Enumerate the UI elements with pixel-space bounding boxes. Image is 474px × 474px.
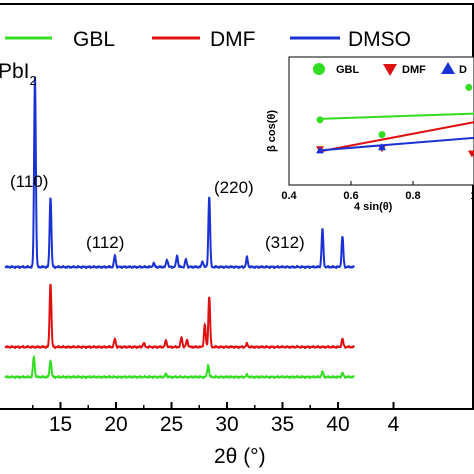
- inset-fit-line-dmso: [319, 136, 474, 152]
- legend-label-gbl: GBL: [73, 28, 115, 51]
- legend-label-dmso: DMSO: [348, 28, 411, 51]
- series-line-dmf: [4, 283, 355, 350]
- inset-legend-marker-gbl: [313, 63, 325, 75]
- inset-x-axis-label: 4 sin(θ): [354, 201, 393, 213]
- inset-y-axis-label: β cos(θ): [266, 110, 278, 152]
- inset-legend-label-dmso: D: [459, 64, 467, 76]
- inset-point-gbl: [378, 131, 386, 139]
- inset-x-tick-label: 0.6: [343, 190, 358, 202]
- annotation-pbi-text: PbI: [0, 60, 30, 83]
- series-line-dmso: [4, 76, 355, 270]
- x-tick-label: 4: [388, 413, 400, 436]
- inset-point-gbl: [465, 83, 473, 91]
- x-tick-label: 25: [160, 413, 183, 436]
- inset-point-gbl: [316, 116, 324, 124]
- annotation-220: (220): [214, 178, 254, 197]
- inset-fit-line-dmf: [319, 121, 474, 153]
- legend: GBL DMF DMSO: [5, 28, 411, 51]
- inset-plot: [316, 83, 474, 158]
- x-tick-label: 35: [271, 413, 294, 436]
- x-tick-label: 20: [104, 413, 127, 436]
- x-tick-label: 40: [326, 413, 349, 436]
- inset-fit-line-gbl: [319, 112, 474, 120]
- inset-point-dmso: [378, 143, 386, 151]
- inset-legend-marker-dmf: [383, 64, 397, 76]
- annotation-pbi-subscript: 2: [30, 73, 37, 88]
- plot-frame: [0, 3, 474, 410]
- series-line-gbl: [4, 354, 355, 380]
- inset-x-axis: 0.4 0.6 0.8 1.: [281, 181, 474, 202]
- annotation-pbi: PbI2: [0, 60, 37, 88]
- inset-legend-label-gbl: GBL: [336, 64, 360, 76]
- inset-chart: GBL DMF D 0.4 0.6 0.8 1. 4 sin(θ) β cos(θ): [266, 56, 474, 213]
- inset-x-tick-label: 0.4: [281, 190, 297, 202]
- x-axis-label: 2θ (°): [214, 445, 266, 468]
- inset-point-dmso: [316, 146, 324, 154]
- inset-x-tick-label: 0.8: [405, 190, 420, 202]
- inset-point-dmf: [467, 150, 474, 158]
- x-axis: 15 20 25 30 35 40 4: [32, 402, 400, 436]
- inset-x-tick-label: 1.: [470, 190, 474, 202]
- annotation-112: (112): [86, 233, 124, 252]
- inset-legend-label-dmf: DMF: [402, 64, 426, 76]
- x-tick-label: 30: [215, 413, 238, 436]
- x-tick-label: 15: [49, 413, 72, 436]
- spectra-group: [4, 76, 355, 380]
- inset-legend-marker-dmso: [441, 62, 455, 74]
- peak-annotations: PbI2 (110) (112) (220) (312): [0, 60, 305, 252]
- inset-legend: GBL DMF D: [313, 62, 467, 76]
- legend-label-dmf: DMF: [210, 28, 256, 51]
- annotation-312: (312): [265, 233, 305, 252]
- annotation-110: (110): [10, 172, 48, 191]
